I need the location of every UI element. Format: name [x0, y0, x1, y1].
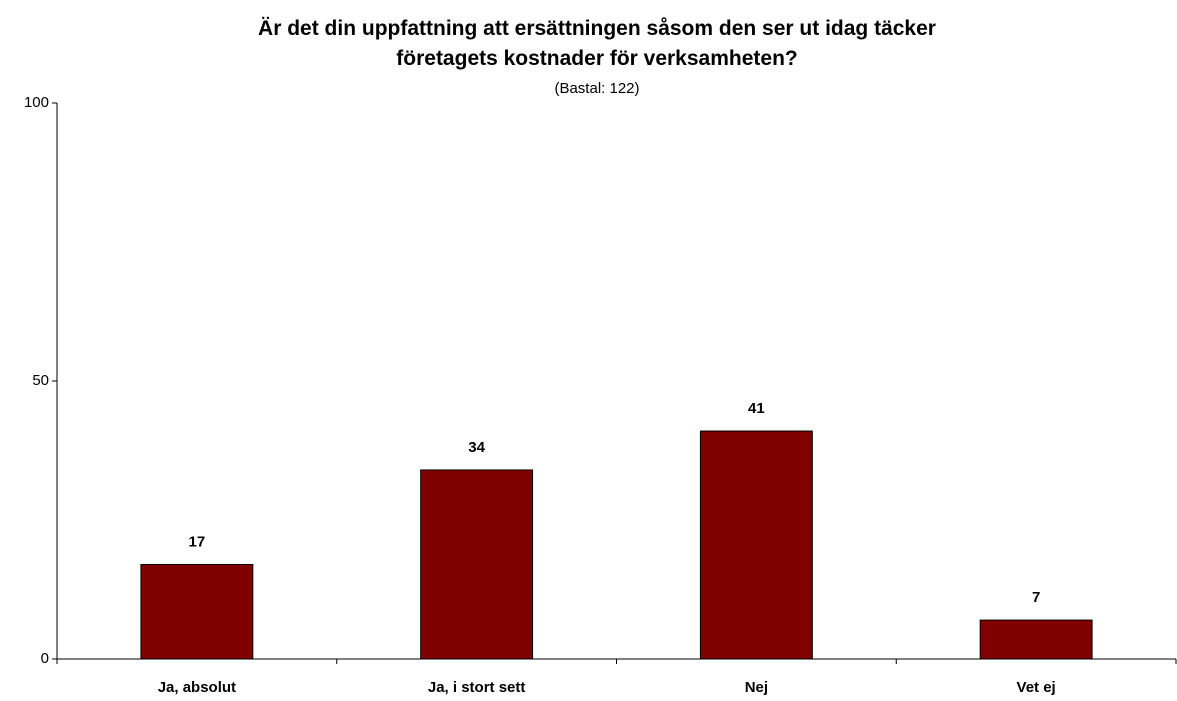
chart-title: Är det din uppfattning att ersättningen …	[258, 17, 936, 70]
x-tick-label: Ja, absolut	[158, 679, 236, 696]
bar	[140, 563, 254, 660]
y-tick-label: 100	[24, 94, 49, 111]
value-label: 34	[468, 439, 485, 456]
bar	[979, 619, 1093, 660]
value-label: 17	[189, 533, 206, 550]
y-tick-label: 0	[41, 650, 49, 667]
chart-subtitle: (Bastal: 122)	[554, 80, 640, 97]
x-tick-label: Nej	[745, 679, 768, 696]
value-label: 41	[748, 400, 765, 417]
y-tick-label: 50	[32, 372, 49, 389]
x-tick-label: Ja, i stort sett	[428, 679, 526, 696]
x-tick-label: Vet ej	[1017, 679, 1056, 696]
bar	[699, 430, 813, 660]
bar	[420, 469, 534, 660]
value-label: 7	[1032, 589, 1040, 606]
